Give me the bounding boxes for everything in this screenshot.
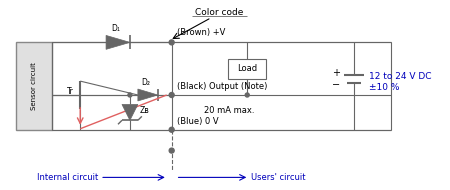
Text: 20 mA max.: 20 mA max.: [204, 106, 255, 115]
Polygon shape: [106, 36, 130, 49]
Text: Tr: Tr: [67, 86, 73, 96]
Text: D₂: D₂: [141, 78, 150, 87]
Polygon shape: [122, 105, 138, 120]
Bar: [228, 59, 266, 79]
Circle shape: [169, 148, 174, 153]
Text: (Blue) 0 V: (Blue) 0 V: [177, 117, 218, 126]
Text: Color code: Color code: [195, 8, 243, 17]
Circle shape: [169, 127, 174, 132]
Text: Internal circuit: Internal circuit: [37, 173, 98, 182]
Text: Users' circuit: Users' circuit: [251, 173, 306, 182]
Text: +: +: [332, 68, 340, 78]
Text: Sensor circuit: Sensor circuit: [31, 62, 37, 110]
Circle shape: [245, 93, 249, 97]
Text: 12 to 24 V DC: 12 to 24 V DC: [369, 72, 432, 81]
Text: Zʙ: Zʙ: [140, 106, 149, 115]
Text: (Black) Output (Note): (Black) Output (Note): [177, 82, 267, 91]
Text: (Brown) +V: (Brown) +V: [177, 28, 225, 37]
Text: D₁: D₁: [112, 25, 121, 33]
Text: ±10 %: ±10 %: [369, 83, 400, 92]
Text: Load: Load: [237, 64, 257, 73]
Circle shape: [169, 93, 174, 97]
Polygon shape: [138, 89, 158, 101]
Circle shape: [128, 93, 132, 97]
Circle shape: [169, 40, 174, 45]
Text: −: −: [332, 80, 340, 90]
Bar: [16, 42, 52, 130]
